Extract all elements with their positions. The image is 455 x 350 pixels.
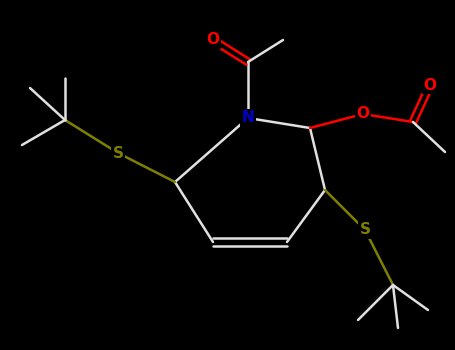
Text: O: O — [424, 77, 436, 92]
Text: S: S — [359, 223, 370, 238]
Text: N: N — [242, 111, 254, 126]
Text: S: S — [112, 146, 123, 161]
Text: O: O — [207, 33, 219, 48]
Text: O: O — [357, 106, 369, 121]
